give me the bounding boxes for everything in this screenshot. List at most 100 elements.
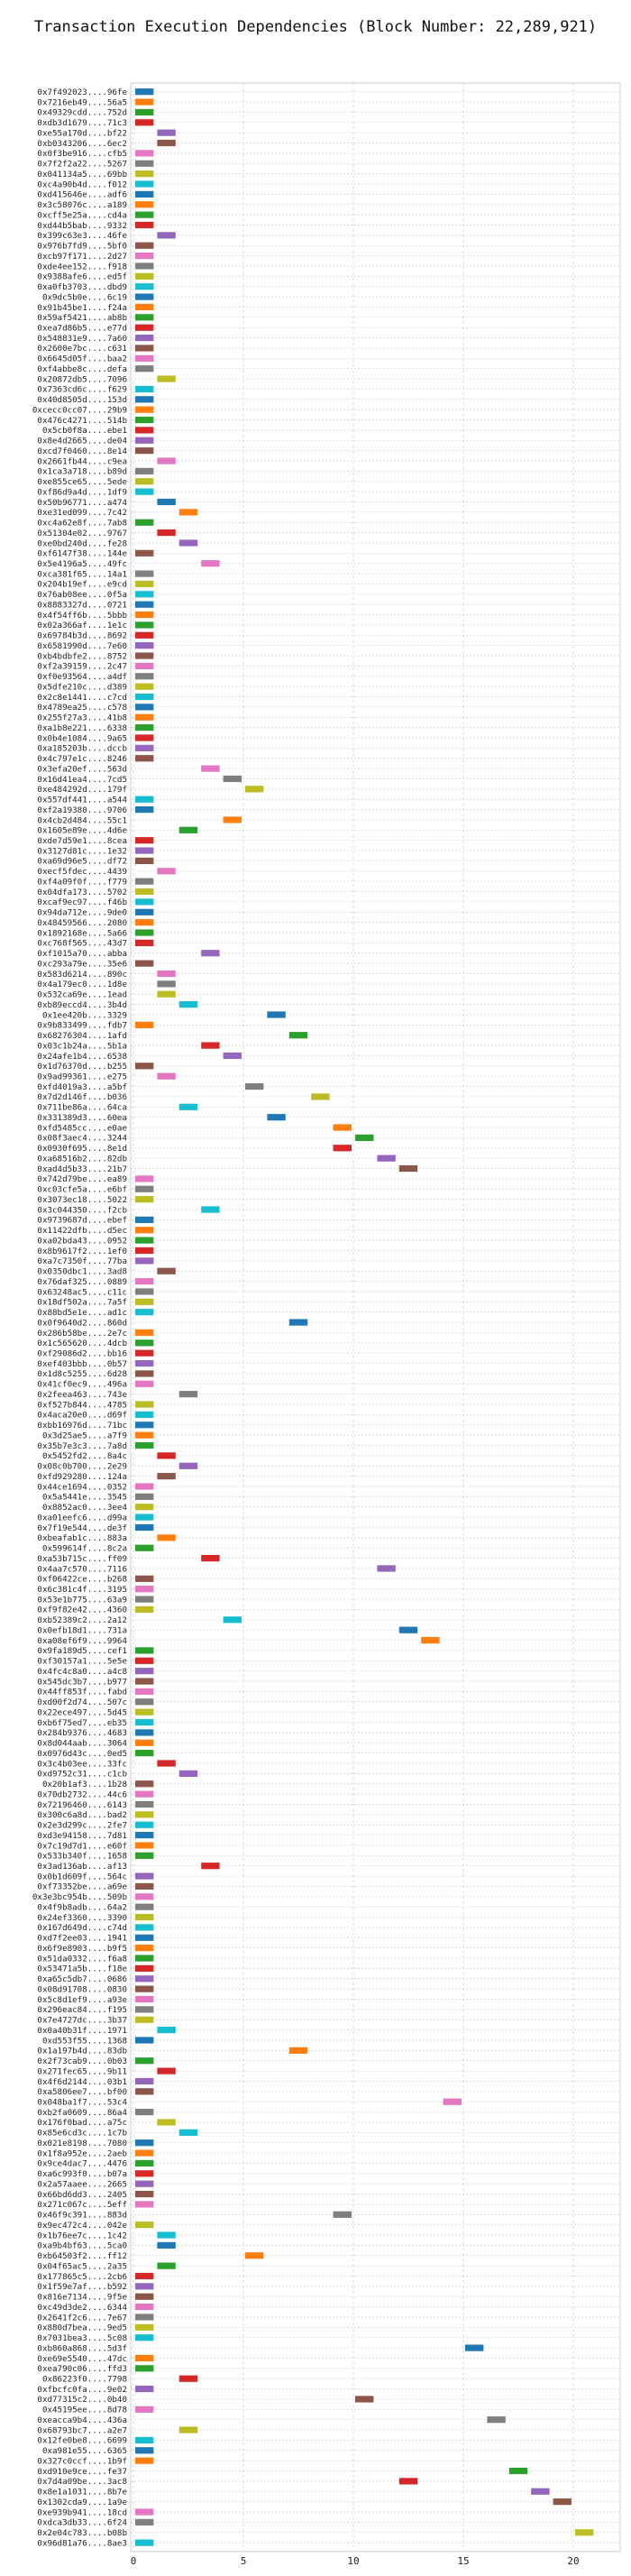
row-label: 0x9388afe6....ed5f [37,272,127,282]
bar [135,1483,154,1490]
bar [157,457,176,465]
bar [135,713,154,721]
row-label: 0x70db2732....44c6 [37,1789,127,1799]
bar [135,1586,154,1593]
chart-title: Transaction Execution Dependencies (Bloc… [33,18,598,36]
bar [157,1452,176,1459]
x-tick-label: 15 [457,2555,469,2567]
row-label: 0x68793bc7....a2e7 [37,2425,127,2435]
row-label: 0x5cb0f8a....ebe1 [42,426,127,436]
bar [421,1636,440,1644]
bar [135,221,154,229]
row-label: 0xf0e93564....a4df [37,672,127,682]
row-label: 0xde4ee152....f918 [37,262,127,271]
row-label: 0xd3e94158....7d81 [37,1831,127,1841]
row-label: 0xc768f565....43d7 [37,939,127,949]
row-label: 0x327c0ccf....1b9f [37,2456,127,2466]
row-label: 0xf1015a70....abba [37,949,127,959]
bar [135,744,154,751]
bar [135,1411,154,1419]
bar [201,560,220,567]
bar [135,939,154,946]
bar [135,1913,154,1921]
row-label: 0xd9752c31....c1cb [37,1770,127,1780]
row-label: 0xcb97f171....2d27 [37,252,127,262]
row-label: 0x08d91708....0830 [37,1984,127,1994]
bar [135,1688,154,1696]
row-label: 0xa69d96e5....df72 [37,857,127,867]
bar [508,2467,528,2475]
row-label: 0x22ece497....5d45 [37,1707,127,1717]
row-label: 0x0b1d609f....564c [37,1872,127,1881]
bar [157,990,176,998]
bar [135,190,154,198]
bar [288,1032,308,1039]
bar [135,98,154,106]
row-label: 0x1c565620....4dcb [37,1339,127,1348]
row-label: 0xdb3d1679....71c3 [37,118,127,128]
bar [135,2222,154,2229]
bar [333,1145,352,1152]
bar [157,529,176,537]
bar [135,1349,154,1357]
row-label: 0xf9f82e42....4360 [37,1605,127,1615]
row-label: 0x2f73cab9....0b03 [37,2056,127,2066]
bar [157,498,176,506]
row-label: 0x3073ec18....5022 [37,1195,127,1205]
row-label: 0xe55a170d....bf22 [37,128,127,138]
row-label: 0x300c6a8d....bad2 [37,1810,127,1820]
bar [135,2159,154,2167]
bar [135,549,154,557]
bar [135,2006,154,2013]
bar [223,1052,242,1060]
row-label: 0x86223f0....7798 [42,2374,127,2384]
row-label: 0xa02bda43....0952 [37,1236,127,1246]
bar [135,1708,154,1716]
row-label: 0xf527b844....4785 [37,1400,127,1410]
bar [157,2027,176,2034]
bar [135,478,154,485]
bar [201,1554,220,1562]
row-label: 0x51304e02....9767 [37,529,127,538]
bar [135,724,154,731]
row-label: 0xb2fa0609....86a4 [37,2108,127,2118]
row-label: 0xb89eccd4....3b4d [37,1000,127,1010]
row-label: 0xd44b5bab....9332 [37,221,127,231]
bar [135,2088,154,2095]
bar [135,1021,154,1028]
bar [135,2354,154,2362]
bar [135,488,154,495]
row-label: 0x742d79be....ea89 [37,1174,127,1184]
bar [245,2252,264,2259]
bar [135,1523,154,1532]
row-label: 0xd415646e....adf6 [37,190,127,200]
bar [135,1175,154,1182]
bar [135,1441,154,1449]
row-label: 0x976b7fd9....5bf0 [37,242,127,252]
row-label: 0x8d044aab....3064 [37,1739,127,1749]
bar [135,2283,154,2290]
row-label: 0xcd7f0460....8e14 [37,446,127,456]
bar [135,1821,154,1828]
row-label: 0xa0fb3703....dbd9 [37,282,127,292]
bar [135,2518,154,2525]
row-label: 0x816e7134....9f5e [37,2293,127,2303]
bar [135,652,154,659]
bar [135,1800,154,1808]
bar [135,1668,154,1675]
bar [135,1216,154,1223]
bar [267,1114,286,1121]
bar [135,631,154,639]
row-label: 0x711be86a....64ca [37,1103,127,1113]
bar [178,1462,198,1469]
bar [135,2057,154,2065]
row-label: 0x7d2d146f....b036 [37,1092,127,1102]
bar [135,805,154,814]
bar [157,1072,176,1080]
row-label: 0x4aca20e0....d69f [37,1411,127,1421]
bar [135,1309,154,1316]
bar [157,1473,176,1480]
row-label: 0x599614f....8c2a [42,1544,127,1554]
bar [135,108,154,116]
bar [135,1504,154,1511]
